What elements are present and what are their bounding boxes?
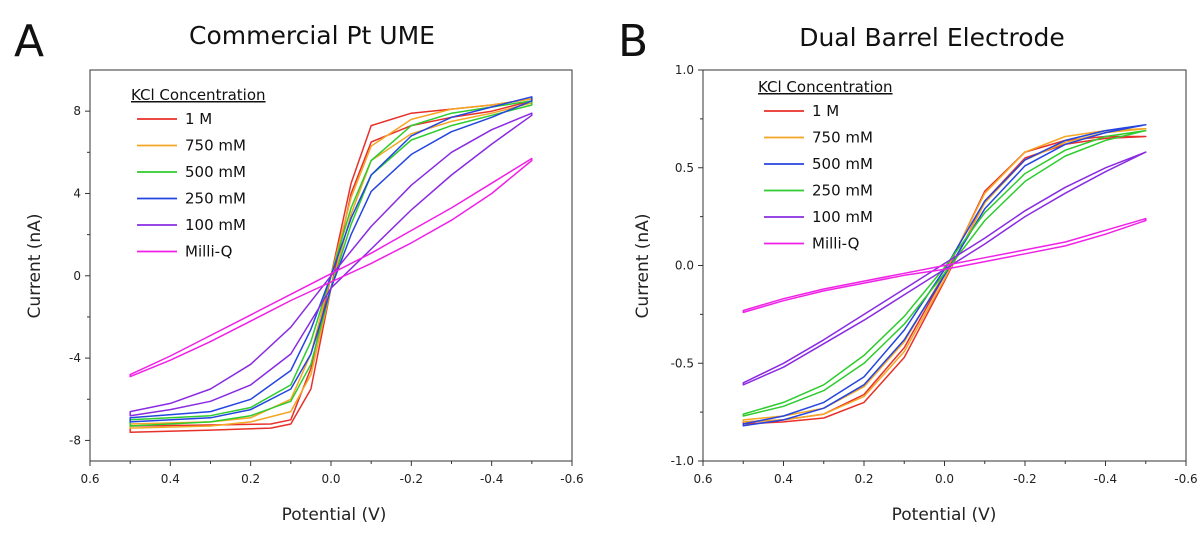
- panel-a-x-axis-label: Potential (V): [282, 505, 387, 525]
- panel-b-y-axis-label: Current (nA): [633, 214, 653, 319]
- panel-a-title: Commercial Pt UME: [189, 21, 435, 50]
- panel-a-legend-title: KCl Concentration: [131, 86, 266, 104]
- series-line-750-mm: [742, 127, 1147, 423]
- y-tick-label: 8: [73, 104, 81, 118]
- y-tick-label: -8: [69, 433, 81, 447]
- panel-b: B Dual Barrel Electrode Potential (V) Cu…: [618, 16, 1198, 525]
- y-tick-label: 0: [73, 269, 81, 283]
- y-tick-label: -0.5: [671, 356, 694, 370]
- x-tick-label: 0.6: [693, 472, 712, 486]
- legend-label: Milli-Q: [812, 235, 859, 253]
- y-tick-label: -1.0: [671, 454, 694, 468]
- series-line-milli-q: [129, 157, 533, 378]
- legend-label: 1 M: [812, 102, 839, 120]
- series-line-100-mm: [742, 151, 1147, 386]
- panel-a-y-axis-label: Current (nA): [25, 214, 45, 319]
- y-tick-label: 1.0: [675, 63, 694, 77]
- legend-label: 750 mM: [185, 137, 246, 155]
- legend-label: 750 mM: [812, 129, 873, 147]
- series-line-250-mm: [742, 129, 1147, 417]
- y-tick-label: -4: [69, 351, 81, 365]
- x-tick-label: -0.2: [1013, 472, 1036, 486]
- x-tick-label: 0.6: [80, 472, 99, 486]
- x-tick-label: 0.4: [161, 472, 180, 486]
- panel-letter-a: A: [14, 16, 44, 67]
- legend-label: 100 mM: [812, 208, 873, 226]
- x-tick-label: -0.4: [1094, 472, 1117, 486]
- x-tick-label: 0.2: [854, 472, 873, 486]
- panel-b-title: Dual Barrel Electrode: [799, 23, 1065, 52]
- x-tick-label: -0.6: [1174, 472, 1197, 486]
- x-tick-label: -0.2: [400, 472, 423, 486]
- x-tick-label: 0.4: [774, 472, 793, 486]
- x-tick-label: 0.0: [935, 472, 954, 486]
- legend-label: 500 mM: [812, 155, 873, 173]
- panel-b-legend-title: KCl Concentration: [758, 78, 893, 96]
- panel-letter-b: B: [618, 16, 648, 67]
- series-line-1-m: [742, 135, 1147, 425]
- x-tick-label: 0.2: [241, 472, 260, 486]
- panel-b-x-axis-label: Potential (V): [892, 505, 997, 525]
- panel-a: A Commercial Pt UME Potential (V) Curren…: [14, 16, 584, 525]
- x-tick-label: 0.0: [321, 472, 340, 486]
- legend-label: 100 mM: [185, 216, 246, 234]
- series-line-250-mm: [129, 96, 533, 423]
- legend-label: 250 mM: [185, 190, 246, 208]
- y-tick-label: 0.0: [675, 259, 694, 273]
- series-line-500-mm: [129, 100, 533, 427]
- legend-label: 250 mM: [812, 182, 873, 200]
- x-tick-label: -0.6: [560, 472, 583, 486]
- plot-frame: [89, 69, 573, 462]
- x-tick-label: -0.4: [480, 472, 503, 486]
- y-tick-label: 0.5: [675, 161, 694, 175]
- legend-label: 1 M: [185, 110, 212, 128]
- series-line-milli-q: [742, 217, 1147, 314]
- legend-label: Milli-Q: [185, 243, 232, 261]
- legend-label: 500 mM: [185, 163, 246, 181]
- y-tick-label: 4: [73, 186, 81, 200]
- series-line-500-mm: [742, 123, 1147, 427]
- series-line-100-mm: [129, 112, 533, 417]
